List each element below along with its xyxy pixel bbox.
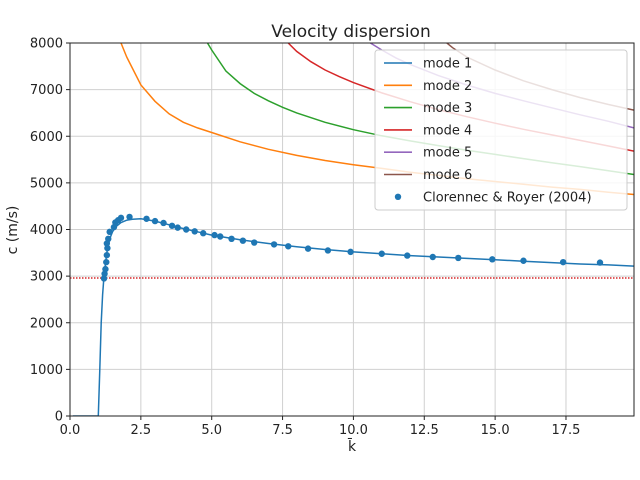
y-axis-label: c (m/s) <box>5 206 21 255</box>
scatter-point-26 <box>251 239 258 246</box>
y-tick-label-2: 2000 <box>30 316 63 331</box>
scatter-point-23 <box>217 233 224 240</box>
scatter-point-37 <box>520 257 527 264</box>
legend-label-mode-4: mode 4 <box>423 123 472 138</box>
y-axis-ticks: 0 1000 2000 3000 4000 5000 6000 7000 8000 <box>30 37 70 425</box>
scatter-point-36 <box>489 256 496 263</box>
x-tick-label-6: 15.0 <box>481 423 510 438</box>
y-tick-label-5: 5000 <box>30 176 63 191</box>
scatter-point-19 <box>183 226 190 233</box>
scatter-point-32 <box>378 250 385 257</box>
chart-title: Velocity dispersion <box>271 22 430 42</box>
x-tick-label-0: 0.0 <box>60 423 81 438</box>
scatter-point-28 <box>285 243 292 250</box>
y-tick-label-6: 6000 <box>30 130 63 145</box>
scatter-point-16 <box>160 219 167 227</box>
x-tick-label-7: 17.5 <box>552 423 581 438</box>
scatter-point-21 <box>200 230 207 237</box>
scatter-point-24 <box>228 235 235 243</box>
x-axis-label: k̄ <box>347 437 357 455</box>
legend-label-mode-3: mode 3 <box>423 101 472 116</box>
scatter-point-35 <box>455 254 462 262</box>
scatter-point-7 <box>103 240 111 247</box>
scatter-point-22 <box>211 231 218 239</box>
x-tick-label-2: 5.0 <box>201 423 222 438</box>
scatter-point-34 <box>429 253 436 261</box>
x-axis-ticks: 0.0 2.5 5.0 7.5 10.0 12.5 15.0 17.5 <box>60 416 581 438</box>
scatter-point-30 <box>324 247 332 254</box>
scatter-point-29 <box>304 245 312 252</box>
legend-label-mode-6: mode 6 <box>423 168 472 183</box>
legend: mode 1 mode 2 mode 3 mode 4 mode 5 mode 6 Clor… <box>374 49 628 211</box>
scatter-point-15 <box>151 217 159 225</box>
scatter-point-38 <box>559 258 567 266</box>
y-tick-label-3: 3000 <box>30 270 63 285</box>
scatter-point-13 <box>126 213 133 221</box>
legend-label-scatter: Clorennec & Royer (2004) <box>423 190 592 205</box>
scatter-point-31 <box>347 248 354 256</box>
scatter-point-20 <box>191 228 198 235</box>
scatter-point-25 <box>239 237 247 244</box>
y-tick-label-7: 7000 <box>30 83 63 98</box>
x-tick-label-5: 12.5 <box>410 423 439 438</box>
legend-label-mode-2: mode 2 <box>423 79 472 94</box>
y-tick-label-4: 4000 <box>30 223 63 238</box>
scatter-point-12 <box>117 214 125 222</box>
scatter-point-14 <box>143 215 150 222</box>
y-tick-label-1: 1000 <box>30 363 63 378</box>
x-tick-label-4: 10.0 <box>339 423 368 438</box>
scatter-point-3 <box>103 258 110 266</box>
scatter-point-4 <box>103 251 111 259</box>
legend-label-mode-5: mode 5 <box>423 146 472 161</box>
scatter-point-17 <box>168 222 176 229</box>
scatter-point-5 <box>104 244 111 252</box>
scatter-point-18 <box>174 224 181 231</box>
scatter-point-27 <box>270 241 278 248</box>
x-tick-label-3: 7.5 <box>272 423 293 438</box>
scatter-point-33 <box>404 252 411 259</box>
x-tick-label-1: 2.5 <box>131 423 152 438</box>
legend-swatch-scatter <box>394 193 402 200</box>
legend-box <box>374 49 628 211</box>
legend-label-mode-1: mode 1 <box>423 57 472 72</box>
scatter-point-8 <box>106 228 113 236</box>
scatter-point-2 <box>102 265 109 273</box>
scatter-point-0 <box>100 275 108 282</box>
y-tick-label-8: 8000 <box>30 37 63 52</box>
y-tick-label-0: 0 <box>55 410 63 425</box>
scatter-point-39 <box>596 259 604 266</box>
